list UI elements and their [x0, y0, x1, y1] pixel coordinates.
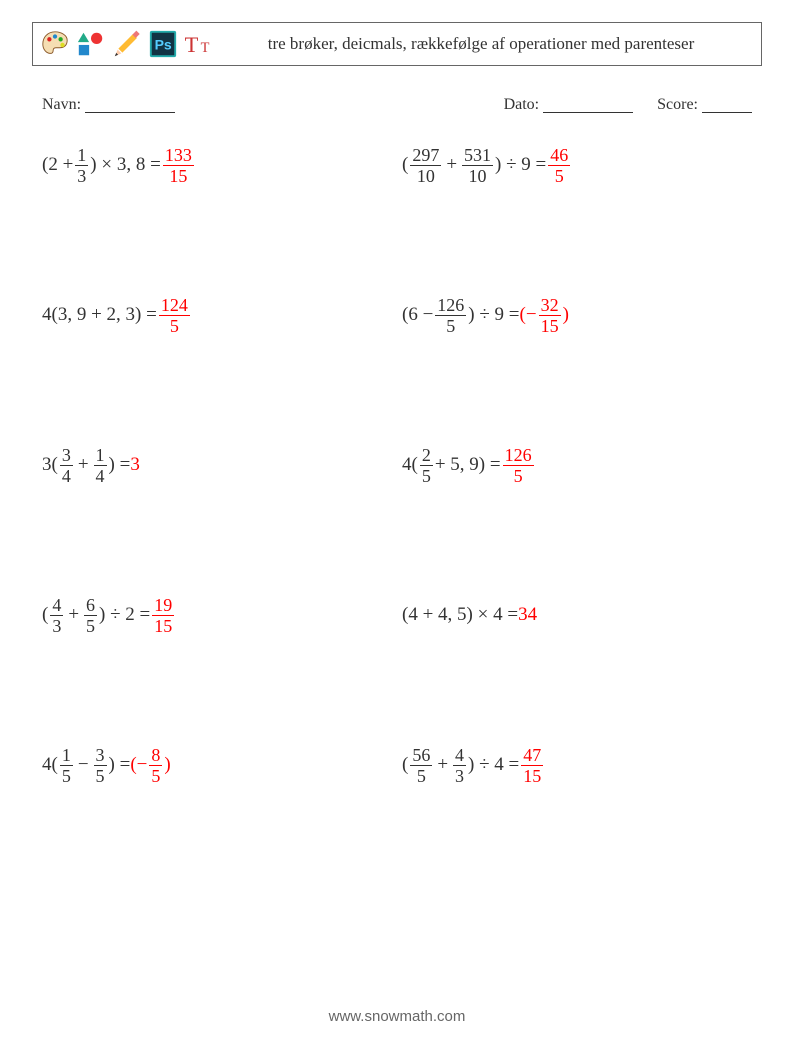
- math-expression: (2 + 13 ) × 3, 8 = 13315: [42, 146, 196, 185]
- meta-row: Navn: Dato: Score:: [42, 92, 752, 114]
- text-icon[interactable]: TT: [183, 28, 215, 60]
- answer: 1245: [157, 296, 192, 335]
- fraction: 15: [60, 746, 73, 785]
- problem-cell-left: (2 + 13 ) × 3, 8 = 13315: [42, 140, 392, 190]
- math-expression: 4( 15 − 35 ) = (−85): [42, 746, 171, 785]
- palette-icon[interactable]: [39, 28, 71, 60]
- worksheet-header: Ps TT tre brøker, deicmals, rækkefølge a…: [32, 22, 762, 66]
- problem-row: (2 + 13 ) × 3, 8 = 13315 ( 29710 + 53110 …: [42, 140, 752, 190]
- worksheet-title: tre brøker, deicmals, rækkefølge af oper…: [215, 34, 755, 54]
- math-expression: 4( 25 + 5, 9) = 1265: [402, 446, 536, 485]
- name-blank[interactable]: [85, 96, 175, 113]
- problem-cell-left: 3( 34 + 14 ) = 3: [42, 440, 392, 490]
- problem-cell-right: ( 29710 + 53110 ) ÷ 9 = 465: [392, 140, 752, 190]
- math-expression: ( 565 + 43 ) ÷ 4 = 4715: [402, 746, 545, 785]
- fraction: 13: [75, 146, 88, 185]
- toolbar: Ps TT: [39, 28, 215, 60]
- fraction: 25: [420, 446, 433, 485]
- fraction: 1245: [159, 296, 190, 335]
- problem-cell-left: 4(3, 9 + 2, 3) = 1245: [42, 290, 392, 340]
- answer: 465: [546, 146, 572, 185]
- svg-text:Ps: Ps: [155, 37, 172, 53]
- fraction: 34: [60, 446, 73, 485]
- svg-text:T: T: [185, 32, 199, 57]
- problem-cell-left: ( 43 + 65 ) ÷ 2 = 1915: [42, 590, 392, 640]
- fraction: 43: [50, 596, 63, 635]
- answer: 4715: [519, 746, 545, 785]
- ps-icon[interactable]: Ps: [147, 28, 179, 60]
- problem-cell-right: (6 − 1265 ) ÷ 9 = (−3215): [392, 290, 752, 340]
- svg-text:T: T: [201, 40, 210, 56]
- score-label: Score:: [657, 96, 698, 113]
- fraction: 1265: [435, 296, 466, 335]
- date-label: Dato:: [504, 96, 540, 113]
- score-blank[interactable]: [702, 96, 752, 113]
- answer: 3: [130, 454, 140, 476]
- score-field: Score:: [657, 92, 752, 114]
- math-expression: (4 + 4, 5) × 4 = 34: [402, 604, 537, 626]
- shapes-icon[interactable]: [75, 28, 107, 60]
- fraction: 29710: [410, 146, 441, 185]
- problem-cell-right: 4( 25 + 5, 9) = 1265: [392, 440, 752, 490]
- answer: (−85): [130, 746, 170, 785]
- fraction: 4715: [521, 746, 543, 785]
- answer: 13315: [161, 146, 196, 185]
- fraction: 35: [94, 746, 107, 785]
- fraction: 43: [453, 746, 466, 785]
- date-field: Dato:: [504, 92, 634, 114]
- answer: 34: [518, 604, 537, 626]
- problem-row: ( 43 + 65 ) ÷ 2 = 1915 (4 + 4, 5) × 4 = 3…: [42, 590, 752, 640]
- problem-cell-left: 4( 15 − 35 ) = (−85): [42, 740, 392, 790]
- math-expression: 4(3, 9 + 2, 3) = 1245: [42, 296, 192, 335]
- fraction: 1265: [503, 446, 534, 485]
- math-expression: ( 43 + 65 ) ÷ 2 = 1915: [42, 596, 176, 635]
- answer: 1265: [501, 446, 536, 485]
- problem-row: 4(3, 9 + 2, 3) = 1245 (6 − 1265 ) ÷ 9 = (…: [42, 290, 752, 340]
- name-label: Navn:: [42, 96, 81, 113]
- fraction: 85: [149, 746, 162, 785]
- fraction: 53110: [462, 146, 493, 185]
- fraction: 14: [94, 446, 107, 485]
- pencil-icon[interactable]: [111, 28, 143, 60]
- footer-url: www.snowmath.com: [0, 1008, 794, 1025]
- fraction: 465: [548, 146, 570, 185]
- math-expression: 3( 34 + 14 ) = 3: [42, 446, 140, 485]
- math-expression: (6 − 1265 ) ÷ 9 = (−3215): [402, 296, 569, 335]
- problem-cell-right: (4 + 4, 5) × 4 = 34: [392, 590, 752, 640]
- fraction: 65: [84, 596, 97, 635]
- problem-cell-right: ( 565 + 43 ) ÷ 4 = 4715: [392, 740, 752, 790]
- fraction: 1915: [152, 596, 174, 635]
- answer: (−3215): [520, 296, 569, 335]
- answer: 1915: [150, 596, 176, 635]
- math-expression: ( 29710 + 53110 ) ÷ 9 = 465: [402, 146, 572, 185]
- name-field: Navn:: [42, 92, 175, 114]
- problem-row: 4( 15 − 35 ) = (−85) ( 565 + 43 ) ÷ 4 = 4…: [42, 740, 752, 790]
- fraction: 3215: [539, 296, 561, 335]
- problem-row: 3( 34 + 14 ) = 3 4( 25 + 5, 9) = 1265: [42, 440, 752, 490]
- fraction: 13315: [163, 146, 194, 185]
- problems-grid: (2 + 13 ) × 3, 8 = 13315 ( 29710 + 53110 …: [42, 140, 752, 790]
- date-blank[interactable]: [543, 96, 633, 113]
- fraction: 565: [410, 746, 432, 785]
